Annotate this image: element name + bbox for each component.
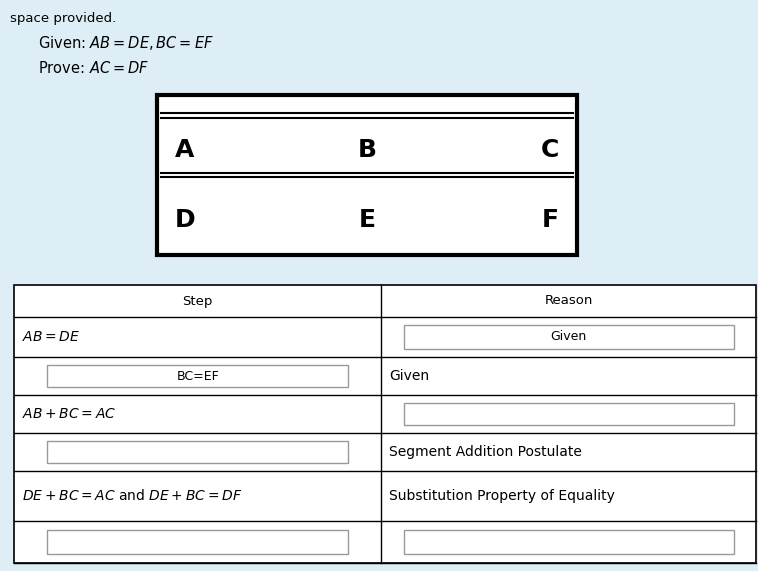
Text: Given: $AB = DE, BC = EF$: Given: $AB = DE, BC = EF$ xyxy=(38,34,214,52)
Text: Reason: Reason xyxy=(544,295,593,308)
Text: A: A xyxy=(175,138,194,162)
Text: Segment Addition Postulate: Segment Addition Postulate xyxy=(390,445,582,459)
Bar xyxy=(404,530,734,554)
Text: Substitution Property of Equality: Substitution Property of Equality xyxy=(390,489,615,503)
Bar xyxy=(47,530,348,554)
Text: Given: Given xyxy=(390,369,430,383)
Text: E: E xyxy=(359,208,375,232)
Text: space provided.: space provided. xyxy=(10,12,116,25)
Bar xyxy=(47,441,348,463)
Text: $AB + BC = AC$: $AB + BC = AC$ xyxy=(22,407,116,421)
Bar xyxy=(157,95,577,255)
Bar xyxy=(14,285,756,563)
Text: F: F xyxy=(542,208,559,232)
Bar xyxy=(47,365,348,387)
Bar xyxy=(404,403,734,425)
Text: $AB = DE$: $AB = DE$ xyxy=(22,330,80,344)
Text: C: C xyxy=(540,138,559,162)
Text: Step: Step xyxy=(183,295,213,308)
Text: Prove: $AC = DF$: Prove: $AC = DF$ xyxy=(38,60,149,76)
Text: $DE + BC = AC$ and $DE + BC = DF$: $DE + BC = AC$ and $DE + BC = DF$ xyxy=(22,489,243,504)
Text: D: D xyxy=(175,208,196,232)
Text: B: B xyxy=(358,138,377,162)
Text: BC=EF: BC=EF xyxy=(177,369,219,383)
Bar xyxy=(404,325,734,349)
Text: Given: Given xyxy=(550,331,587,344)
